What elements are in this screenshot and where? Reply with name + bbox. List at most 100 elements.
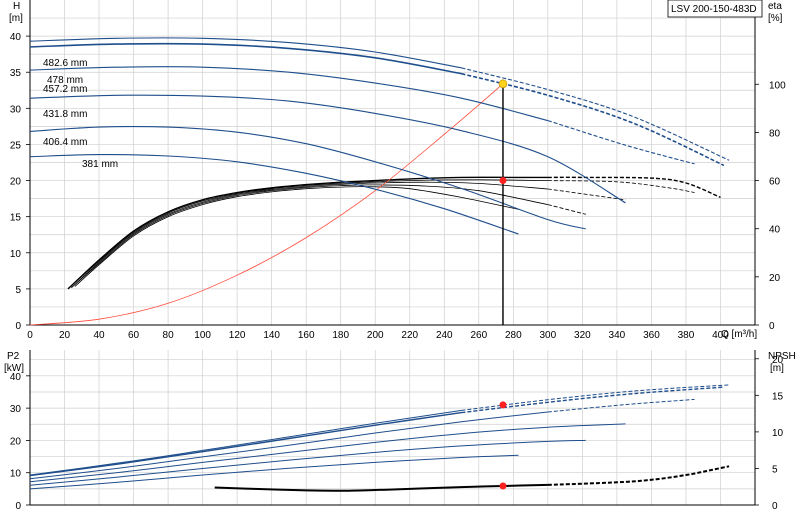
head-duty-point: [498, 79, 508, 89]
head-tick-label: 20: [10, 177, 22, 188]
x-tick-label: 320: [574, 330, 591, 341]
power-curve-4: [29, 423, 626, 483]
head-tick-label: 15: [10, 213, 22, 224]
npsh-tick-label: 20: [772, 355, 784, 366]
npsh-duty-point: [499, 482, 507, 490]
x-tick-label: 280: [505, 330, 522, 341]
flow-axis-label: Q [m³/h]: [721, 329, 757, 340]
head-curve-1-dashed: [461, 67, 730, 161]
npsh-curve-dashed: [547, 465, 730, 486]
x-tick-label: 0: [27, 330, 33, 341]
frame-layer: [26, 0, 759, 506]
power-tick-label: 40: [10, 372, 22, 383]
head-tick-label: 0: [15, 321, 21, 332]
system-curve: [29, 83, 504, 326]
npsh-axis-unit: [m]: [770, 363, 784, 374]
head-curve-6: [29, 154, 519, 235]
impeller-label-406-4: 406.4 mm: [43, 137, 87, 148]
x-tick-label: 220: [401, 330, 418, 341]
eta-tick-label: 0: [769, 321, 775, 332]
efficiency-duty-point: [499, 177, 507, 185]
power-tick-label: 30: [10, 404, 22, 415]
eta-tick-label: 80: [769, 128, 781, 139]
power-curve-3: [29, 411, 548, 480]
power-curve-3-dashed: [547, 398, 695, 413]
head-curve-3-dashed: [547, 120, 695, 165]
eta-tick-label: 60: [769, 177, 781, 188]
power-curve-2-dashed: [461, 386, 724, 414]
eta-axis-unit: [%]: [768, 13, 783, 24]
x-tick-label: 60: [128, 330, 140, 341]
grid-layer: [29, 0, 755, 505]
head-tick-label: 5: [15, 285, 21, 296]
head-curve-4: [29, 94, 626, 204]
point-layer: [498, 79, 508, 490]
npsh-tick-label: 10: [772, 428, 784, 439]
power-curve-2: [29, 411, 462, 477]
x-tick-label: 120: [229, 330, 246, 341]
efficiency-curve-2-dashed: [547, 180, 695, 193]
power-curve-1-dashed: [461, 384, 730, 411]
power-curve-5: [29, 439, 586, 486]
efficiency-curve-3: [71, 181, 548, 288]
model-label-box: [667, 0, 763, 18]
impeller-label-431-8: 431.8 mm: [43, 109, 87, 120]
npsh-tick-label: 5: [772, 464, 778, 475]
head-tick-label: 35: [10, 68, 22, 79]
npsh-tick-label: 15: [772, 391, 784, 402]
x-tick-label: 160: [298, 330, 315, 341]
npsh-curve: [214, 483, 548, 492]
x-tick-label: 400: [712, 330, 729, 341]
power-axis-unit: [kW]: [4, 363, 24, 374]
head-tick-label: 30: [10, 104, 22, 115]
x-tick-label: 140: [263, 330, 280, 341]
head-tick-label: 40: [10, 32, 22, 43]
power-tick-label: 20: [10, 436, 22, 447]
x-tick-label: 240: [436, 330, 453, 341]
npsh-tick-label: 0: [772, 501, 778, 512]
power-tick-label: 10: [10, 469, 22, 480]
npsh-axis-symbol: NPSH: [768, 351, 796, 362]
efficiency-curve-4: [71, 184, 548, 289]
power-curve-1: [29, 409, 462, 476]
impeller-label-478: 478 mm: [47, 75, 83, 86]
x-tick-label: 200: [367, 330, 384, 341]
power-tick-label: 0: [15, 501, 21, 512]
x-tick-label: 380: [678, 330, 695, 341]
power-axis-symbol: P2: [7, 351, 20, 362]
x-tick-label: 340: [609, 330, 626, 341]
eta-axis-symbol: eta: [768, 1, 782, 12]
efficiency-curve-1: [67, 176, 548, 290]
x-tick-label: 260: [470, 330, 487, 341]
x-tick-label: 40: [93, 330, 105, 341]
head-axis-symbol: H: [13, 1, 20, 12]
curve-layer: [29, 37, 730, 492]
head-curve-5: [29, 125, 586, 230]
x-tick-label: 300: [540, 330, 557, 341]
model-label: LSV 200-150-483D: [671, 4, 757, 15]
x-tick-label: 180: [332, 330, 349, 341]
efficiency-curve-4-dashed: [547, 204, 586, 215]
efficiency-curve-1-dashed: [547, 176, 721, 199]
x-tick-label: 80: [163, 330, 175, 341]
power-duty-point: [499, 401, 507, 409]
eta-tick-label: 40: [769, 225, 781, 236]
efficiency-curve-2: [67, 179, 548, 290]
impeller-label-381: 381 mm: [82, 159, 118, 170]
efficiency-curve-5: [74, 186, 519, 287]
head-tick-label: 10: [10, 249, 22, 260]
eta-tick-label: 20: [769, 273, 781, 284]
head-curve-1: [29, 37, 462, 69]
x-tick-label: 20: [59, 330, 71, 341]
head-tick-label: 25: [10, 140, 22, 151]
efficiency-curve-3-dashed: [547, 188, 626, 201]
eta-tick-label: 100: [769, 80, 786, 91]
x-tick-label: 100: [194, 330, 211, 341]
impeller-label-457-2: 457.2 mm: [43, 84, 87, 95]
head-curve-3: [29, 66, 549, 122]
impeller-label-482-6: 482.6 mm: [43, 58, 87, 69]
power-curve-6: [29, 454, 519, 490]
head-curve-2: [29, 42, 462, 75]
